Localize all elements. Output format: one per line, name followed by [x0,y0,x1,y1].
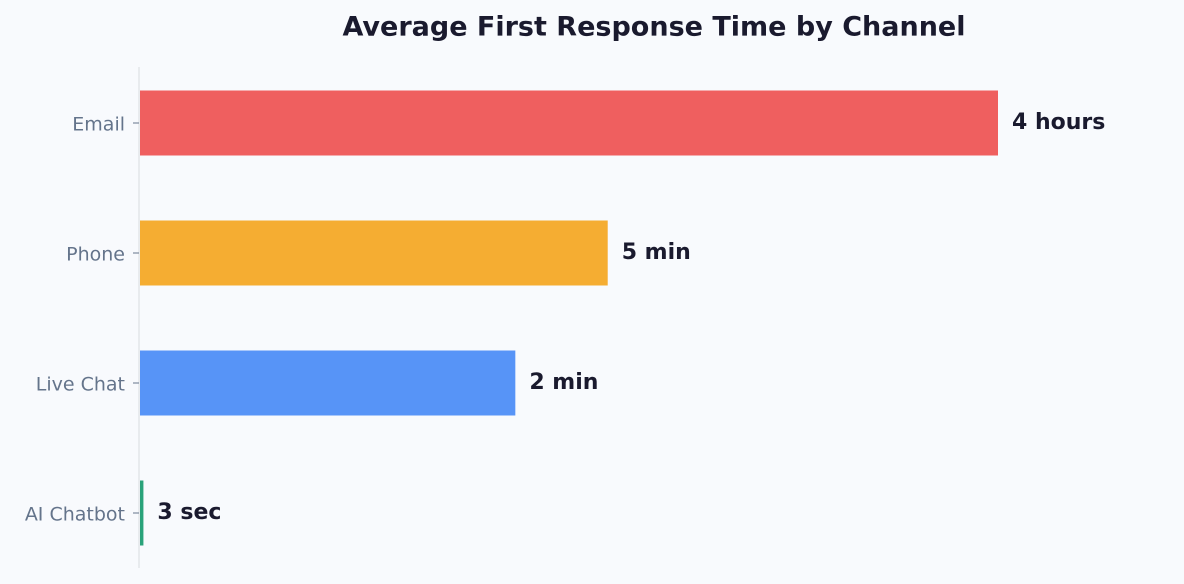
value-label: 4 hours [1012,110,1105,135]
y-tick-label: Phone [66,244,125,266]
y-tick-label: Live Chat [36,374,125,396]
chart-title: Average First Response Time by Channel [343,12,966,43]
bar [140,480,144,546]
y-tick-label: AI Chatbot [25,504,125,526]
value-label: 2 min [529,370,598,395]
value-label: 5 min [622,240,691,265]
value-label: 3 sec [157,500,221,525]
y-tick-label: Email [72,114,125,136]
bar [140,90,998,156]
bar [140,220,608,286]
bar [140,350,516,416]
